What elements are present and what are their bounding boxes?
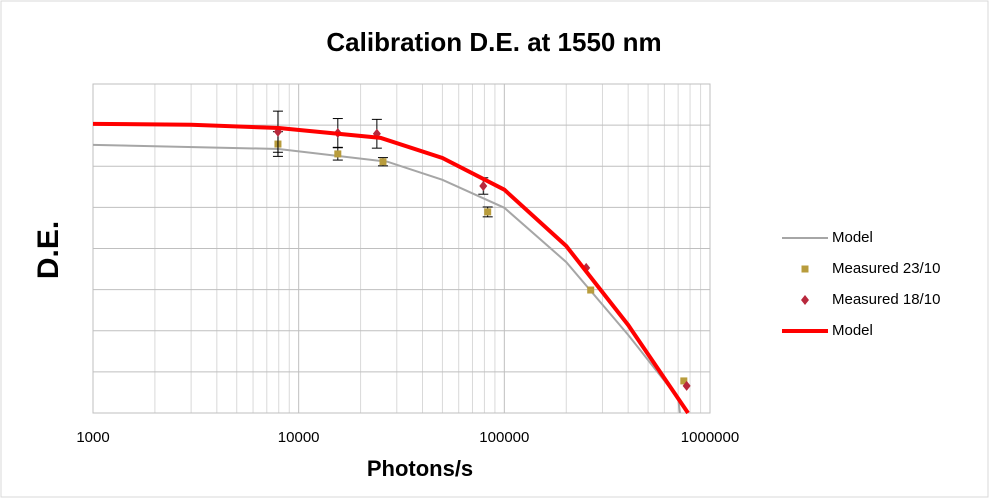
marker: [587, 286, 595, 294]
legend-label: Measured 23/10: [832, 260, 940, 277]
x-tick-label: 100000: [479, 429, 529, 446]
x-tick-label: 1000000: [681, 429, 739, 446]
marker: [334, 150, 342, 158]
x-tick-label: 1000: [76, 429, 109, 446]
marker: [801, 295, 809, 305]
x-axis-label: Photons/s: [367, 456, 473, 481]
marker: [680, 377, 688, 385]
y-axis-label: D.E.: [32, 221, 65, 279]
marker: [484, 208, 492, 216]
legend-label: Model: [832, 229, 873, 246]
marker: [479, 180, 488, 191]
line: [92, 121, 690, 415]
x-tick-label: 10000: [278, 429, 320, 446]
legend-label: Measured 18/10: [832, 291, 940, 308]
marker: [682, 380, 691, 391]
marker: [801, 265, 809, 273]
chart-title: Calibration D.E. at 1550 nm: [326, 27, 661, 57]
legend-label: Model: [832, 322, 873, 339]
marker: [379, 158, 387, 166]
